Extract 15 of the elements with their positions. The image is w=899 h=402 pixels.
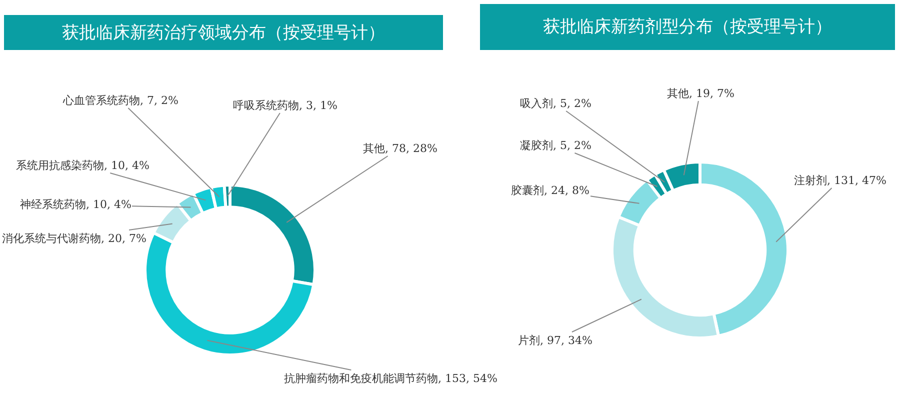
- slice-label: 胶囊剂, 24, 8%: [511, 184, 590, 197]
- slice-label: 抗肿瘤药物和免疫机能调节药物, 153, 54%: [284, 372, 498, 385]
- slice-label: 其他, 19, 7%: [667, 87, 734, 100]
- slice-label: 凝胶剂, 5, 2%: [520, 139, 592, 152]
- slice-label: 呼吸系统药物, 3, 1%: [233, 99, 338, 112]
- slice-label: 心血管系统药物, 7, 2%: [62, 94, 178, 107]
- slice-label: 系统用抗感染药物, 10, 4%: [16, 159, 150, 172]
- slice-label: 片剂, 97, 34%: [518, 334, 592, 347]
- slice-label: 神经系统药物, 10, 4%: [20, 198, 132, 211]
- slice-label: 其他, 78, 28%: [363, 142, 438, 155]
- chart-title: 获批临床新药剂型分布（按受理号计）: [543, 17, 832, 37]
- slice-label: 消化系统与代谢药物, 20, 7%: [2, 232, 146, 245]
- slice-label: 注射剂, 131, 47%: [794, 174, 886, 187]
- slice-label: 吸入剂, 5, 2%: [520, 97, 592, 110]
- chart-title: 获批临床新药治疗领域分布（按受理号计）: [62, 23, 385, 43]
